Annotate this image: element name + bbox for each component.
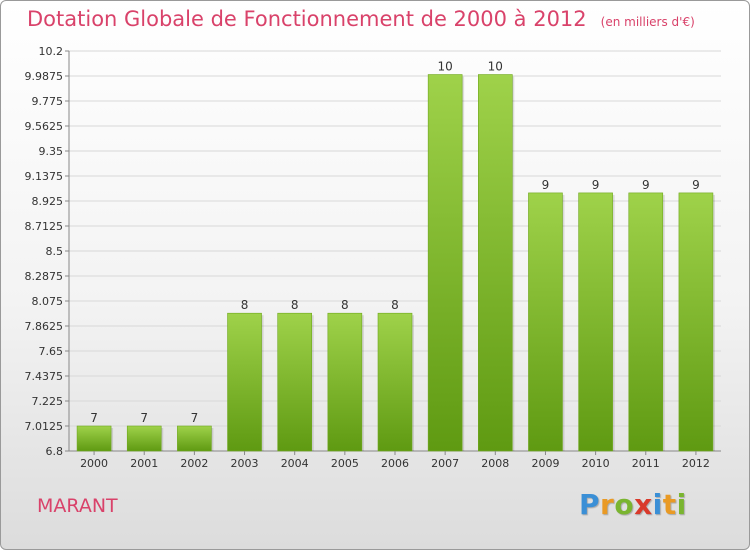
proxiti-logo: Proxiti bbox=[579, 488, 687, 521]
bar bbox=[327, 312, 363, 452]
y-tick-label: 8.7125 bbox=[25, 220, 64, 233]
y-tick-label: 9.9875 bbox=[25, 70, 64, 83]
y-tick-label: 8.925 bbox=[32, 195, 64, 208]
bar bbox=[126, 425, 162, 452]
y-tick-label: 8.075 bbox=[32, 295, 64, 308]
chart-subtitle: (en milliers d'€) bbox=[600, 15, 695, 29]
data-label: 8 bbox=[291, 298, 299, 312]
y-tick-label: 6.8 bbox=[46, 445, 64, 458]
bar bbox=[478, 74, 513, 452]
data-label: 8 bbox=[391, 298, 399, 312]
x-tick-label: 2008 bbox=[481, 457, 509, 470]
data-label: 8 bbox=[241, 298, 249, 312]
logo-letter: t bbox=[662, 488, 677, 521]
y-tick-label: 7.4375 bbox=[25, 370, 64, 383]
data-label: 9 bbox=[692, 178, 700, 192]
y-tick-label: 8.2875 bbox=[25, 270, 64, 283]
y-tick-label: 7.65 bbox=[39, 345, 64, 358]
bar bbox=[628, 192, 664, 452]
data-label: 8 bbox=[341, 298, 349, 312]
y-tick-label: 9.5625 bbox=[25, 120, 64, 133]
bar bbox=[76, 425, 112, 452]
bar bbox=[177, 425, 212, 452]
x-tick-label: 2009 bbox=[531, 457, 559, 470]
commune-name: MARANT bbox=[37, 495, 118, 517]
x-tick-label: 2006 bbox=[381, 457, 409, 470]
bar bbox=[427, 74, 463, 452]
logo-letter: i bbox=[652, 488, 663, 521]
data-label: 7 bbox=[191, 411, 199, 425]
logo-letter: x bbox=[634, 488, 653, 521]
x-tick-label: 2004 bbox=[281, 457, 309, 470]
logo-letter: o bbox=[614, 488, 635, 521]
y-tick-label: 8.5 bbox=[46, 245, 64, 258]
logo-letter: r bbox=[600, 488, 615, 521]
y-tick-label: 9.775 bbox=[32, 95, 64, 108]
y-tick-label: 7.0125 bbox=[25, 420, 64, 433]
x-tick-label: 2012 bbox=[682, 457, 710, 470]
data-label: 9 bbox=[542, 178, 550, 192]
y-tick-label: 10.2 bbox=[39, 45, 64, 58]
data-label: 7 bbox=[90, 411, 98, 425]
logo-letter: i bbox=[676, 488, 687, 521]
bar bbox=[227, 312, 262, 452]
data-label: 9 bbox=[592, 178, 600, 192]
x-tick-label: 2003 bbox=[231, 457, 259, 470]
data-label: 7 bbox=[140, 411, 148, 425]
data-label: 9 bbox=[642, 178, 650, 192]
chart-title-text: Dotation Globale de Fonctionnement de 20… bbox=[27, 7, 587, 31]
data-label: 10 bbox=[438, 60, 453, 74]
bar bbox=[277, 312, 312, 452]
y-tick-label: 7.8625 bbox=[25, 320, 64, 333]
x-tick-label: 2005 bbox=[331, 457, 359, 470]
x-tick-label: 2007 bbox=[431, 457, 459, 470]
bar bbox=[528, 192, 563, 452]
x-tick-label: 2000 bbox=[80, 457, 108, 470]
chart-title: Dotation Globale de Fonctionnement de 20… bbox=[27, 7, 695, 31]
logo-letter: P bbox=[579, 488, 601, 521]
bar bbox=[578, 192, 613, 452]
bar bbox=[377, 312, 413, 452]
x-tick-label: 2002 bbox=[180, 457, 208, 470]
data-label: 10 bbox=[488, 60, 503, 74]
x-tick-label: 2001 bbox=[130, 457, 158, 470]
y-tick-label: 9.35 bbox=[39, 145, 64, 158]
bar bbox=[678, 192, 714, 452]
x-tick-label: 2011 bbox=[632, 457, 660, 470]
y-tick-label: 7.225 bbox=[32, 395, 64, 408]
y-tick-label: 9.1375 bbox=[25, 170, 64, 183]
x-tick-label: 2010 bbox=[582, 457, 610, 470]
